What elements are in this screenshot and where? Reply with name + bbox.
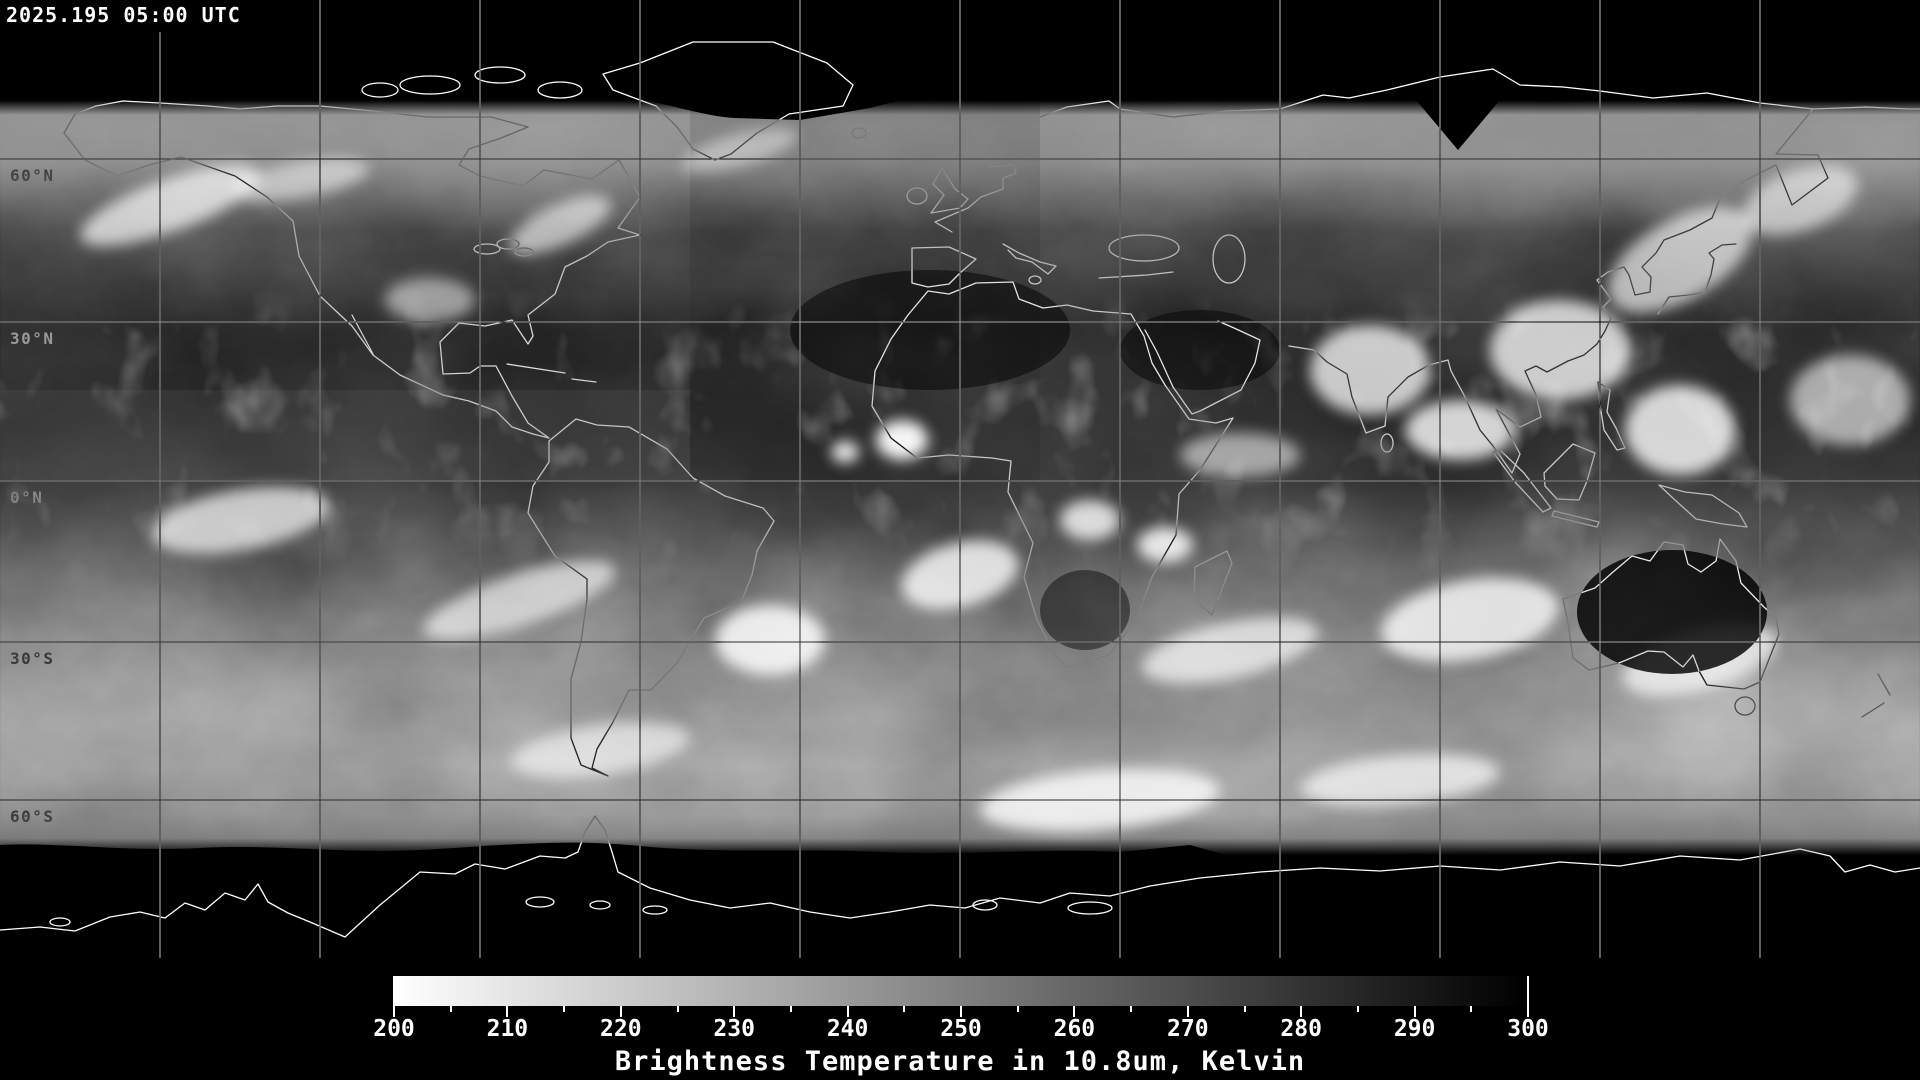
latitude-label: 60°S bbox=[10, 807, 55, 826]
colorbar-tick bbox=[733, 1006, 736, 1017]
colorbar-tick bbox=[1413, 1006, 1416, 1017]
bright-cloud-blobs bbox=[80, 128, 1910, 832]
satellite-map-image: 60°N 30°N 0°N 30°S 60°S 2025.195 05:00 UTC bbox=[0, 0, 1920, 958]
colorbar-tick bbox=[619, 1006, 622, 1017]
colorbar-tick-label: 220 bbox=[600, 1016, 642, 1042]
coastlines bbox=[0, 41, 1920, 938]
colorbar-tick-label: 290 bbox=[1393, 1016, 1436, 1042]
colorbar-tick-label: 230 bbox=[713, 1016, 755, 1042]
colorbar-minor-tick bbox=[903, 1006, 906, 1012]
colorbar: 200 210 220 230 240 250 260 270 280 290 300 Bright… bbox=[0, 958, 1920, 1080]
colorbar-tick-label: 210 bbox=[486, 1016, 529, 1042]
colorbar-minor-tick bbox=[563, 1006, 566, 1012]
colorbar-tick-label: 200 bbox=[373, 1016, 415, 1042]
colorbar-tick bbox=[393, 976, 395, 1017]
colorbar-minor-tick bbox=[1243, 1006, 1246, 1012]
colorbar-minor-tick bbox=[1356, 1006, 1359, 1012]
colorbar-tick bbox=[1073, 1006, 1076, 1017]
colorbar-gradient-bar bbox=[394, 976, 1528, 1006]
colorbar-tick-label: 240 bbox=[826, 1016, 869, 1042]
colorbar-tick bbox=[846, 1006, 849, 1017]
colorbar-minor-tick bbox=[1016, 1006, 1019, 1012]
colorbar-minor-tick bbox=[676, 1006, 679, 1012]
colorbar-tick bbox=[506, 1006, 509, 1017]
latitude-label: 60°N bbox=[10, 166, 55, 185]
colorbar-tick-label: 300 bbox=[1507, 1016, 1549, 1042]
colorbar-tick bbox=[1186, 1006, 1189, 1017]
colorbar-tick-label: 250 bbox=[940, 1016, 982, 1042]
colorbar-minor-tick bbox=[1130, 1006, 1133, 1012]
colorbar-tick bbox=[1527, 976, 1529, 1017]
latitude-label: 30°N bbox=[10, 329, 55, 348]
colorbar-tick bbox=[960, 1006, 962, 1017]
colorbar-minor-tick bbox=[789, 1006, 792, 1012]
latitude-label: 0°N bbox=[10, 488, 43, 507]
colorbar-tick bbox=[1300, 1006, 1303, 1017]
latitude-labels: 60°N 30°N 0°N 30°S 60°S bbox=[10, 166, 55, 826]
timestamp-label: 2025.195 05:00 UTC bbox=[0, 0, 253, 32]
colorbar-tick-label: 280 bbox=[1280, 1016, 1322, 1042]
colorbar-minor-tick bbox=[1470, 1006, 1473, 1012]
latitude-label: 30°S bbox=[10, 649, 55, 668]
clear-sky-dark-regions bbox=[790, 270, 1767, 674]
colorbar-minor-tick bbox=[449, 1006, 452, 1012]
world-ir-composite: 60°N 30°N 0°N 30°S 60°S bbox=[0, 0, 1920, 958]
colorbar-title: Brightness Temperature in 10.8um, Kelvin bbox=[614, 1046, 1306, 1077]
graticule bbox=[0, 0, 1920, 958]
colorbar-tick-label: 260 bbox=[1053, 1016, 1096, 1042]
colorbar-tick-label: 270 bbox=[1167, 1016, 1209, 1042]
